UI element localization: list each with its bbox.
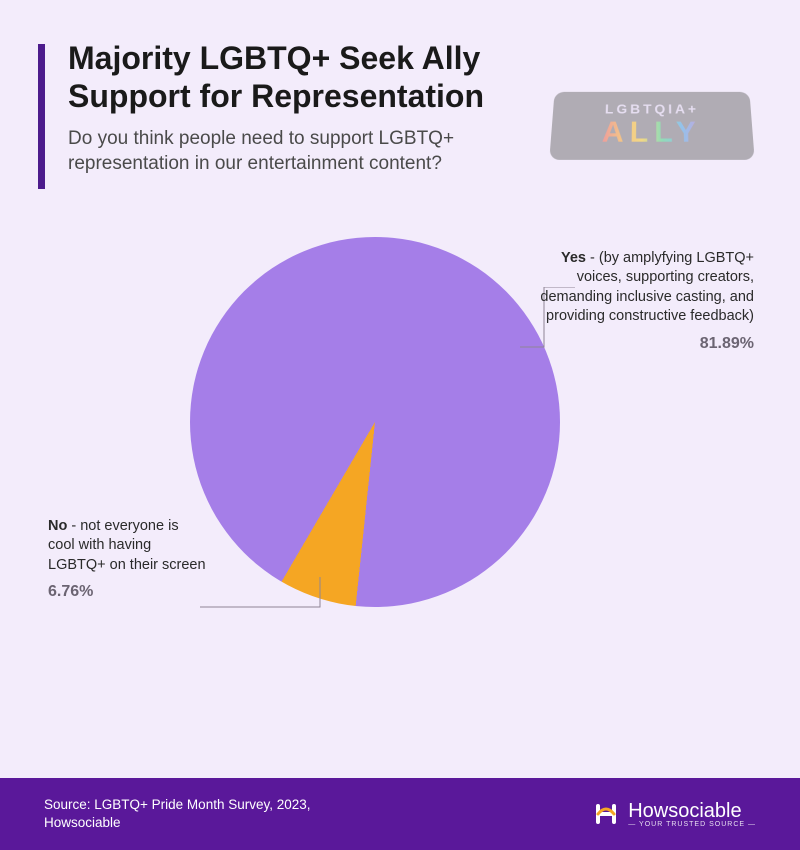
label-no-lead: No: [48, 518, 67, 534]
page-title: Majority LGBTQ+ Seek Ally Support for Re…: [68, 40, 548, 116]
badge-bottom-text: ALLY: [601, 116, 702, 149]
label-no-pct: 6.76%: [48, 581, 208, 603]
ally-badge: LGBTQIA+ ALLY: [549, 92, 754, 160]
accent-bar: [38, 44, 45, 189]
pie-chart: Yes - (by amplyfying LGBTQ+ voices, supp…: [0, 187, 800, 707]
footer-logo: Howsociable — YOUR TRUSTED SOURCE —: [592, 800, 756, 828]
label-yes: Yes - (by amplyfying LGBTQ+ voices, supp…: [534, 249, 754, 355]
footer: Source: LGBTQ+ Pride Month Survey, 2023,…: [0, 778, 800, 850]
label-no: No - not everyone is cool with having LG…: [48, 517, 208, 603]
footer-source: Source: LGBTQ+ Pride Month Survey, 2023,…: [44, 796, 364, 832]
page-subtitle: Do you think people need to support LGBT…: [68, 126, 488, 177]
label-yes-pct: 81.89%: [534, 333, 754, 355]
pie-wrap: [190, 237, 560, 607]
label-no-rest: - not everyone is cool with having LGBTQ…: [48, 518, 206, 573]
pie-graphic: [190, 237, 560, 607]
label-yes-lead: Yes: [561, 250, 586, 266]
logo-text: Howsociable: [628, 801, 756, 821]
page-root: Majority LGBTQ+ Seek Ally Support for Re…: [0, 0, 800, 850]
logo-subtext: — YOUR TRUSTED SOURCE —: [628, 821, 756, 828]
header: Majority LGBTQ+ Seek Ally Support for Re…: [0, 0, 800, 187]
badge-top-text: LGBTQIA+: [605, 101, 700, 116]
leader-line-no: [200, 577, 330, 617]
logo-icon: [592, 800, 620, 828]
